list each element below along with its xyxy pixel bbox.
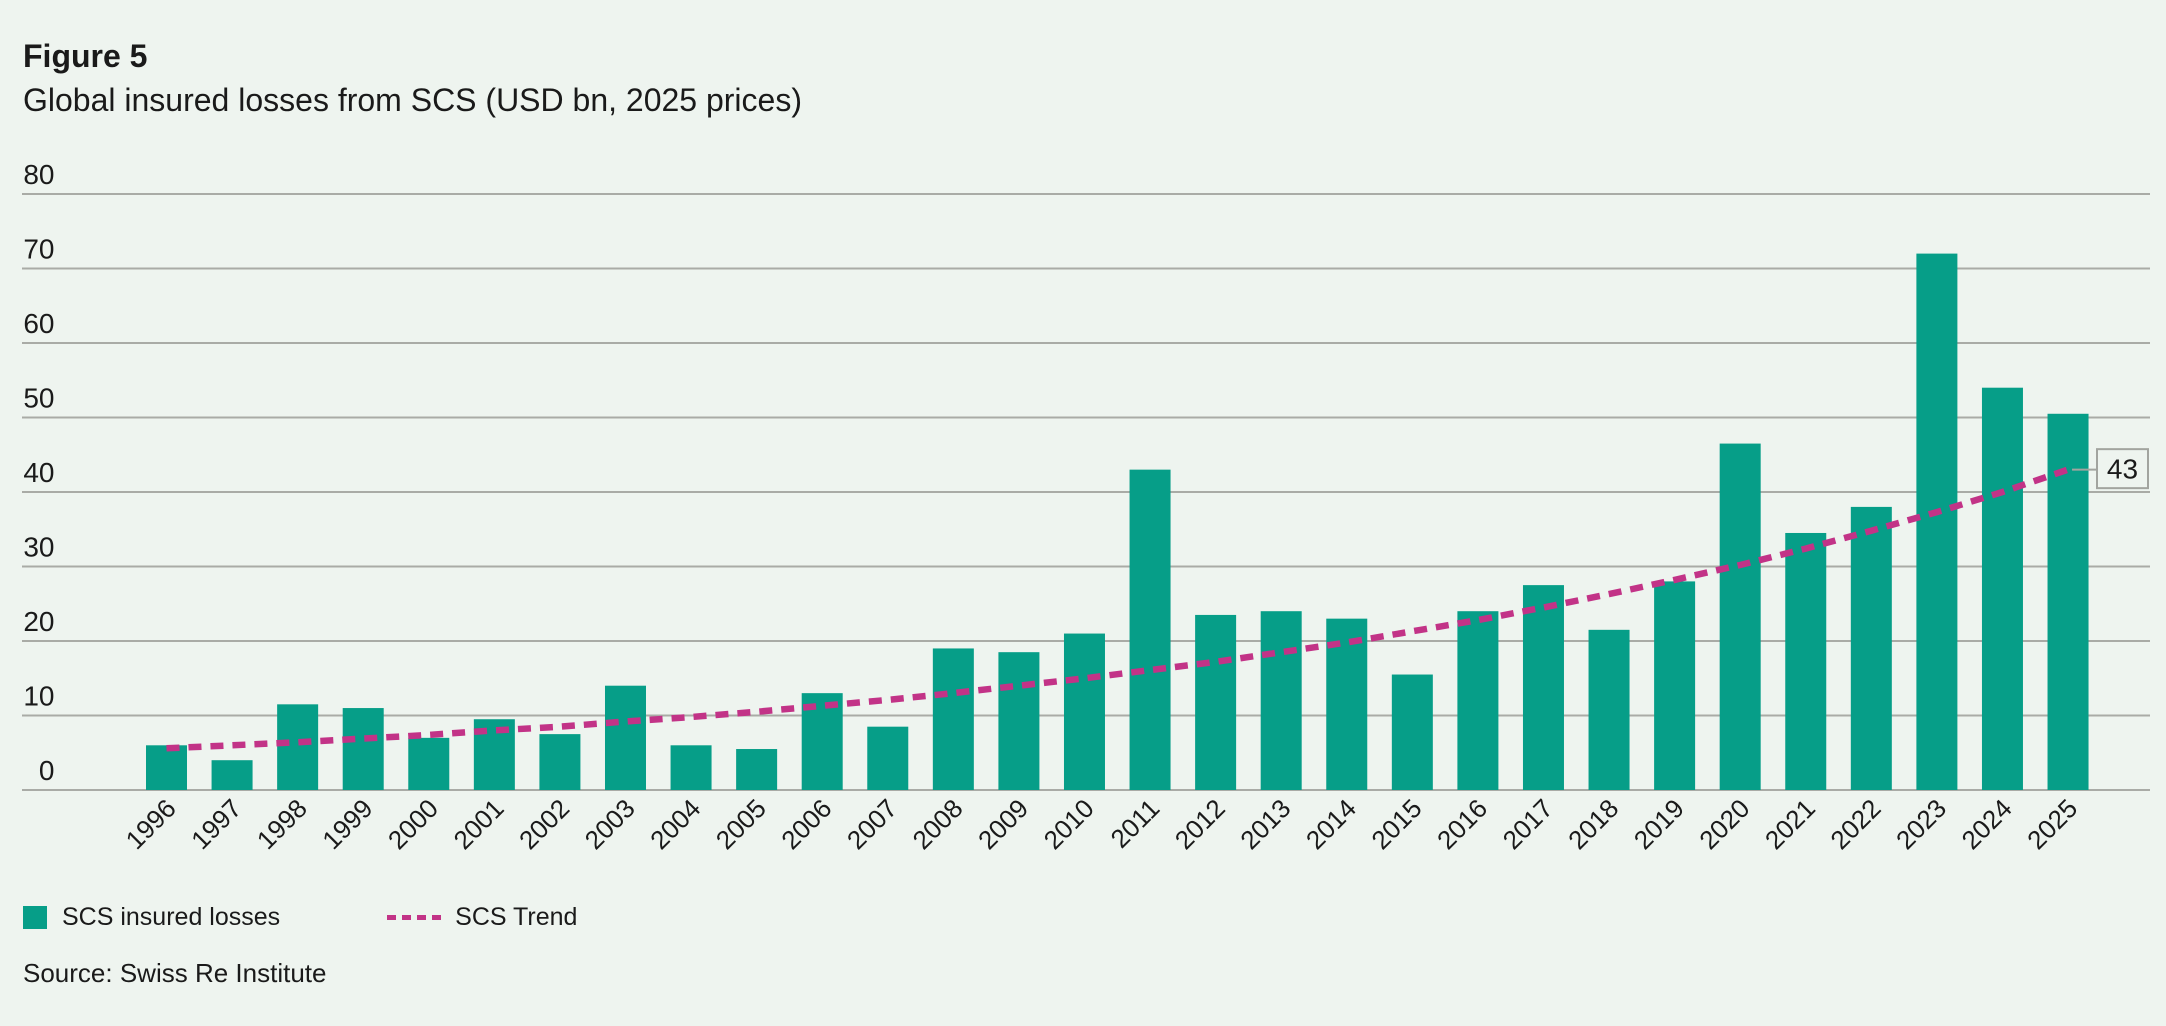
legend-trend-label: SCS Trend — [455, 903, 578, 931]
x-tick-label-2018: 2018 — [1562, 793, 1624, 855]
y-tick-label-40: 40 — [23, 457, 54, 488]
y-tick-label-60: 60 — [23, 308, 54, 339]
bar-2005 — [736, 749, 778, 790]
y-tick-label-70: 70 — [23, 234, 54, 265]
x-tick-label-2024: 2024 — [1956, 793, 2018, 855]
x-tick-label-2021: 2021 — [1759, 793, 1821, 855]
figure-label: Figure 5 — [23, 38, 148, 74]
x-tick-label-2020: 2020 — [1693, 793, 1755, 855]
y-tick-label-30: 30 — [23, 532, 54, 563]
x-tick-label-2010: 2010 — [1038, 793, 1100, 855]
y-tick-label-0: 0 — [39, 755, 55, 786]
x-axis-ticks: 1996 1997 1998 1999 2000 2001 2002 2003 2004 2005… — [120, 793, 2084, 855]
x-tick-label-2007: 2007 — [841, 793, 903, 855]
bar-2009 — [998, 652, 1040, 790]
bar-2015 — [1391, 674, 1433, 790]
x-tick-label-1998: 1998 — [251, 793, 313, 855]
x-tick-label-1999: 1999 — [316, 793, 378, 855]
bar-2004 — [670, 745, 712, 790]
bar-2000 — [408, 737, 450, 790]
bar-2016 — [1457, 611, 1499, 790]
bar-2008 — [932, 648, 974, 790]
x-tick-label-2014: 2014 — [1300, 793, 1362, 855]
x-tick-label-2006: 2006 — [775, 793, 837, 855]
chart-legend: SCS insured losses SCS Trend — [23, 903, 577, 932]
x-tick-label-2013: 2013 — [1234, 793, 1296, 855]
bar-2021 — [1785, 532, 1827, 790]
x-tick-label-2009: 2009 — [972, 793, 1034, 855]
y-tick-label-10: 10 — [23, 681, 54, 712]
trend-line — [166, 466, 2070, 752]
x-tick-label-2015: 2015 — [1365, 793, 1427, 855]
bar-1999 — [342, 708, 384, 790]
x-tick-label-2008: 2008 — [906, 793, 968, 855]
bar-1998 — [277, 704, 319, 790]
bar-1996 — [146, 745, 187, 790]
bar-2022 — [1850, 506, 1892, 790]
x-tick-label-2017: 2017 — [1497, 793, 1559, 855]
x-tick-label-1996: 1996 — [120, 793, 182, 855]
trend-end-annotation: 43 — [2072, 448, 2149, 490]
y-tick-label-20: 20 — [23, 606, 54, 637]
chart-title: Global insured losses from SCS (USD bn, … — [23, 82, 802, 118]
source-note: Source: Swiss Re Institute — [23, 958, 327, 988]
bar-2010 — [1063, 633, 1105, 790]
bar-2002 — [539, 734, 581, 790]
x-tick-label-2012: 2012 — [1169, 793, 1231, 855]
bar-2019 — [1654, 581, 1696, 790]
x-tick-label-2019: 2019 — [1628, 793, 1690, 855]
x-tick-label-2004: 2004 — [644, 793, 706, 855]
x-tick-label-2011: 2011 — [1105, 793, 1166, 854]
x-tick-label-1997: 1997 — [185, 793, 247, 855]
x-tick-label-2000: 2000 — [382, 793, 444, 855]
x-tick-label-2023: 2023 — [1890, 793, 1952, 855]
x-tick-label-2001: 2001 — [447, 793, 509, 855]
bar-2003 — [604, 685, 646, 790]
bar-2020 — [1719, 443, 1761, 790]
legend-trend-swatch-icon — [387, 915, 447, 920]
x-tick-label-2025: 2025 — [2021, 793, 2083, 855]
x-tick-label-2005: 2005 — [710, 793, 772, 855]
x-tick-label-2002: 2002 — [513, 793, 575, 855]
bar-2012 — [1195, 614, 1237, 790]
bar-2025 — [2047, 413, 2089, 790]
y-axis-ticks: 0 10 20 30 40 50 60 70 80 — [23, 159, 54, 786]
bar-2024 — [1981, 387, 2023, 790]
bar-2011 — [1129, 469, 1171, 790]
annotation-value: 43 — [2107, 454, 2138, 485]
bar-2018 — [1588, 629, 1630, 790]
y-tick-label-80: 80 — [23, 159, 54, 190]
x-tick-label-2016: 2016 — [1431, 793, 1493, 855]
bar-2007 — [867, 726, 909, 790]
legend-bar-label: SCS insured losses — [62, 903, 281, 931]
bar-2013 — [1260, 611, 1302, 790]
bar-2017 — [1522, 585, 1564, 790]
bar-2023 — [1916, 253, 1958, 791]
x-tick-label-2003: 2003 — [579, 793, 641, 855]
annotation-box — [2096, 448, 2149, 490]
bar-1997 — [211, 760, 253, 790]
y-tick-label-50: 50 — [23, 383, 54, 414]
legend-bar-swatch-icon — [23, 906, 47, 929]
x-tick-label-2022: 2022 — [1824, 793, 1886, 855]
bars-series — [146, 253, 2089, 791]
